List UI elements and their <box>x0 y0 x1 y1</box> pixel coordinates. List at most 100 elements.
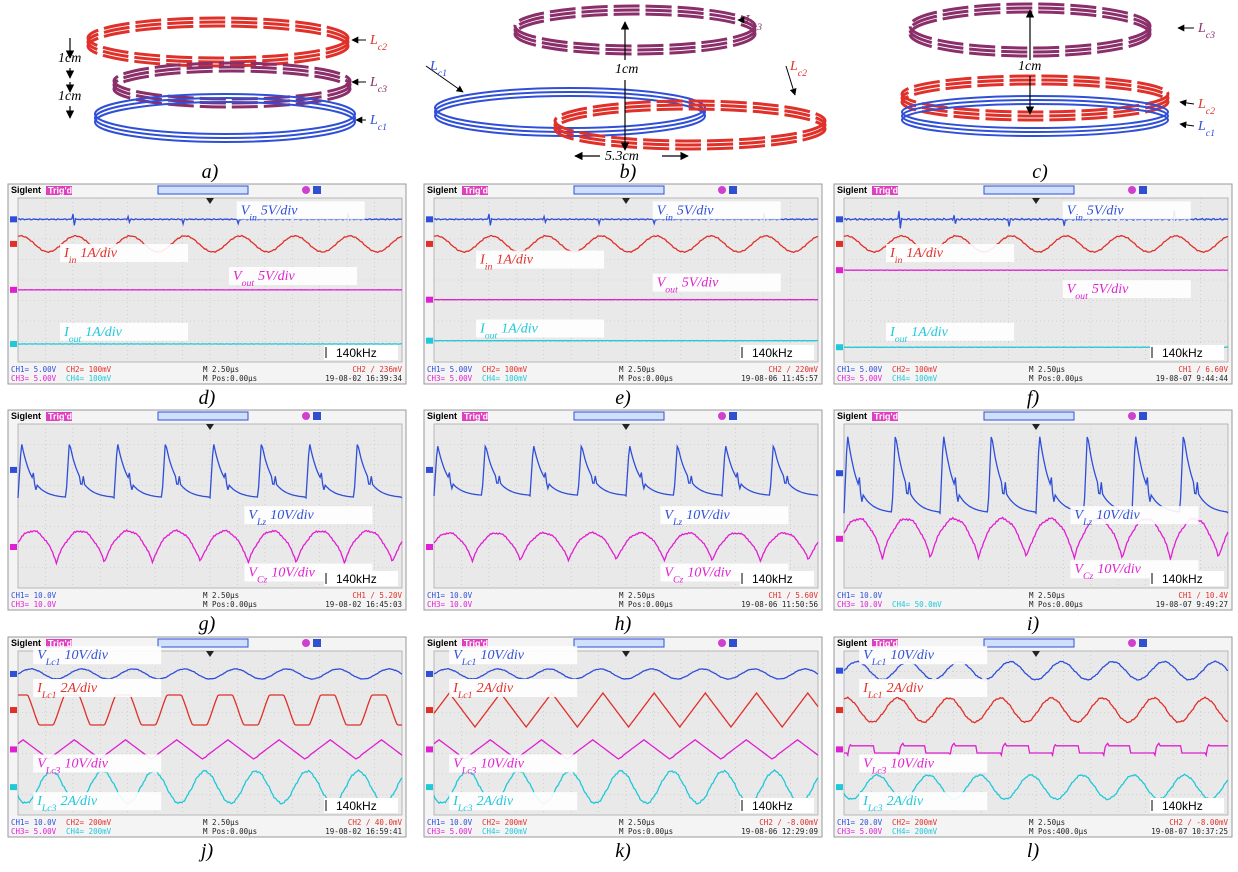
channel-marker <box>836 784 843 791</box>
footer-text: CH2 / 40.0mV <box>348 818 403 827</box>
footer-text: M 2.50μs <box>619 818 655 827</box>
label-scale: 5V/div <box>1092 282 1129 297</box>
label-bg <box>859 646 988 665</box>
coil-label: Lc3 <box>1197 21 1215 41</box>
label-base: V <box>1074 508 1084 523</box>
brand: Siglent <box>837 185 867 195</box>
brand: Siglent <box>427 411 457 421</box>
trace-label: VLc1 10V/div <box>453 648 525 668</box>
trace-label: Vout 5V/div <box>233 269 295 289</box>
label-arrow <box>1179 121 1195 129</box>
channel-marker <box>426 337 433 344</box>
coil-turn <box>900 82 1170 122</box>
label-base: L <box>744 13 753 28</box>
label-base: V <box>248 566 258 581</box>
caption: c) <box>1032 161 1048 183</box>
status-badge <box>462 639 488 648</box>
trigger-marker <box>206 424 214 430</box>
label-sub: Lc1 <box>867 690 883 701</box>
icon <box>302 412 310 420</box>
label-base: L <box>1197 119 1206 134</box>
coil-turn <box>553 99 827 143</box>
trace-label: ILc1 2A/div <box>36 681 98 701</box>
footer-text: CH4= 200mV <box>482 827 528 836</box>
coil-turn <box>901 95 1169 129</box>
status-badge <box>46 186 72 195</box>
freq-box <box>1150 798 1224 813</box>
memory-bar <box>983 185 1075 195</box>
caption: j) <box>198 840 214 862</box>
label-bg <box>33 679 162 697</box>
coil-label: Lc2 <box>1197 97 1215 117</box>
brand: Siglent <box>427 638 457 648</box>
label-scale: 10V/div <box>890 648 934 663</box>
memory-bar <box>573 185 665 195</box>
caption: k) <box>615 840 631 862</box>
footer-text: CH3= 10.0V <box>427 600 473 609</box>
coil-label: Lc1 <box>1197 119 1215 139</box>
label-sub: out <box>69 333 82 344</box>
memory-bar <box>983 638 1075 648</box>
footer-text: M Pos:0.00μs <box>619 600 673 609</box>
label-scale: 10V/div <box>686 508 730 523</box>
label-bg <box>886 244 1015 263</box>
coil-turn <box>86 24 350 68</box>
label-sub: in <box>485 261 493 272</box>
label-scale: 2A/div <box>61 794 98 809</box>
label-sub: c2 <box>798 68 807 79</box>
label-bg <box>229 267 358 285</box>
coil-label: Lc3 <box>369 75 387 95</box>
footer-text: CH2 / -8.00mV <box>1169 818 1228 827</box>
label-base: V <box>241 203 251 218</box>
label-base: V <box>453 648 463 663</box>
coil-turn <box>900 74 1170 114</box>
footer-text: CH1= 10.0V <box>837 591 883 600</box>
status: Trig'd <box>464 412 488 422</box>
status-badge <box>462 412 488 421</box>
label-base: I <box>889 325 896 340</box>
label-base: I <box>862 681 869 696</box>
label-bg <box>449 792 578 811</box>
label-base: I <box>862 794 869 809</box>
brand: Siglent <box>11 185 41 195</box>
caption: e) <box>615 387 631 409</box>
footer-text: CH3= 5.00V <box>837 374 883 383</box>
label-scale: 10V/div <box>1097 562 1141 577</box>
label-sub: out <box>242 278 255 289</box>
footer-text: CH2 / 236mV <box>352 365 402 374</box>
coil-turn <box>900 78 1170 118</box>
status: Trig'd <box>48 412 72 422</box>
label-sub: c1 <box>378 122 387 133</box>
status: Trig'd <box>464 639 488 649</box>
coil-turn <box>94 97 356 139</box>
footer-text: CH1= 5.00V <box>427 365 473 374</box>
footer-text: M 2.50μs <box>619 365 655 374</box>
icon <box>1128 412 1136 420</box>
waveform <box>843 269 1228 272</box>
footer-text: CH1 / 10.4V <box>1178 591 1228 600</box>
memory-bar <box>157 185 249 195</box>
label-bg <box>859 792 988 811</box>
label-base: I <box>63 246 70 261</box>
label-base: L <box>369 113 378 128</box>
label-base: V <box>863 756 873 771</box>
frequency: 140kHz <box>752 572 793 586</box>
footer-text: CH2= 200mV <box>66 818 112 827</box>
label-scale: 10V/div <box>64 756 108 771</box>
footer-text: M Pos:0.00μs <box>1029 374 1083 383</box>
label-bg <box>449 646 578 665</box>
label-sub: c2 <box>1206 106 1215 117</box>
label-base: V <box>657 276 667 291</box>
label-sub: c3 <box>753 22 762 33</box>
status: Trig'd <box>464 186 488 196</box>
coil-turn <box>86 16 350 60</box>
icon <box>729 412 737 420</box>
label-arrow <box>425 65 464 93</box>
label-scale: 1A/div <box>906 246 943 261</box>
coil-turn <box>513 8 757 52</box>
footer-text: 19-08-02 16:59:41 <box>325 827 402 836</box>
